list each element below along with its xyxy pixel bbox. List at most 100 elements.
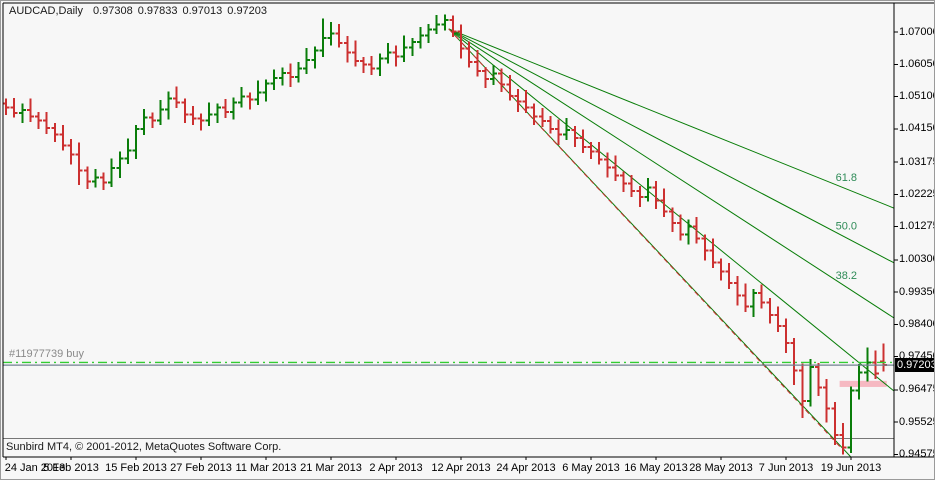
ohlc-bar: [132, 124, 140, 160]
ohlc-bar: [522, 89, 530, 113]
ohlc-bar: [660, 188, 668, 217]
ohlc-bar: [473, 50, 481, 77]
ohlc-bar: [83, 166, 91, 190]
price-tick-label: 1.02225: [899, 187, 935, 200]
date-tick-label: 21 Mar 2013: [300, 462, 362, 474]
ohlc-bar: [360, 56, 367, 74]
ohlc-bar: [425, 24, 432, 43]
ohlc-bar: [790, 338, 798, 385]
ohlc-bar: [766, 298, 774, 324]
quote-low: 0.97013: [182, 5, 223, 17]
ohlc-bar: [571, 125, 579, 147]
ohlc-bar: [286, 63, 294, 88]
date-tick-label: 7 Jun 2013: [758, 462, 814, 474]
ohlc-bar: [603, 152, 611, 178]
ohlc-bar: [173, 86, 181, 109]
ohlc-bar: [449, 15, 457, 37]
ohlc-bar: [750, 289, 757, 317]
ohlc-bar: [725, 263, 733, 290]
ohlc-bar: [278, 67, 286, 86]
ohlc-bar: [156, 100, 164, 126]
ohlc-bar: [441, 14, 449, 31]
ohlc-bar: [335, 24, 343, 48]
quote-open: 0.97308: [92, 5, 133, 17]
ohlc-bar: [611, 155, 619, 181]
ohlc-bar: [839, 423, 847, 455]
price-bars: [2, 14, 887, 455]
ohlc-bar: [10, 97, 18, 118]
date-tick-label: 24 Apr 2013: [496, 462, 556, 474]
ohlc-bar: [855, 364, 863, 400]
ohlc-bar: [831, 401, 839, 446]
ohlc-bar: [693, 216, 701, 244]
symbol-period-label: AUDCAD,Daily: [9, 5, 83, 17]
ohlc-bar: [221, 98, 229, 119]
ohlc-bar: [774, 306, 782, 333]
fan-label-61.8: 61.8: [836, 172, 857, 184]
ohlc-bar: [116, 151, 124, 179]
ohlc-bar: [457, 24, 465, 59]
price-axis[interactable]: 1.07000 1.06050 1.05100 1.04150 1.03175 1.022…: [895, 1, 935, 460]
fan-line-38.2[interactable]: [448, 28, 894, 319]
ohlc-bar: [555, 119, 562, 145]
ohlc-bar: [498, 68, 506, 93]
ohlc-bar: [35, 112, 42, 130]
fan-label-38.2: 38.2: [836, 270, 857, 282]
fan-line-61.8[interactable]: [448, 28, 894, 209]
ohlc-bar: [717, 258, 725, 281]
ohlc-bar: [628, 174, 636, 198]
ohlc-bar: [733, 276, 741, 306]
price-tick-label: 1.06050: [899, 57, 935, 70]
ohlc-bar: [433, 15, 441, 35]
ohlc-bar: [701, 234, 709, 261]
price-tick-label: 0.94575: [899, 447, 935, 460]
buy-order-label: #11977739 buy: [9, 348, 85, 360]
time-axis[interactable]: 24 Jan 2013 5 Feb 2013 15 Feb 2013 27 Feb 2…: [1, 460, 934, 479]
ohlc-bar: [205, 102, 213, 126]
ohlc-bar: [303, 47, 311, 75]
date-tick-label: 27 Feb 2013: [170, 462, 232, 474]
ohlc-bar: [262, 79, 270, 102]
price-tick-label: 1.01275: [899, 220, 935, 233]
ohlc-bar: [26, 98, 34, 122]
date-tick-label: 24 Jan 2013: [4, 462, 66, 474]
date-tick-label: 19 Jun 2013: [820, 462, 882, 474]
ohlc-bar: [319, 18, 327, 57]
ohlc-bar: [295, 61, 302, 83]
ohlc-bar: [823, 378, 831, 423]
ohlc-bar: [587, 141, 595, 160]
ohlc-bar: [595, 142, 603, 165]
ohlc-bar: [798, 363, 806, 418]
date-tick-label: 6 May 2013: [562, 462, 620, 474]
price-tick-label: 0.98400: [899, 317, 935, 330]
fan-label-50.0: 50.0: [836, 221, 857, 233]
ohlc-bar: [465, 41, 473, 68]
ohlc-bar: [530, 103, 538, 126]
date-tick-label: 11 Mar 2013: [235, 462, 297, 474]
ohlc-bar: [124, 138, 132, 164]
ohlc-bar: [18, 103, 26, 124]
ohlc-bar: [67, 138, 75, 165]
ohlc-bar: [782, 318, 790, 353]
fan-line-50.0[interactable]: [448, 28, 894, 264]
ohlc-bar: [546, 115, 554, 134]
ohlc-bar: [758, 284, 766, 309]
ohlc-bar: [75, 142, 83, 185]
date-tick-label: 12 Apr 2013: [431, 462, 491, 474]
ohlc-bar: [392, 45, 400, 67]
ohlc-bar: [806, 359, 814, 407]
quote-high: 0.97833: [137, 5, 178, 17]
ohlc-bar: [408, 38, 416, 57]
ohlc-bar: [676, 214, 684, 241]
ohlc-bar: [490, 64, 497, 86]
stop-level-band[interactable]: [839, 380, 887, 387]
ohlc-bar: [246, 92, 254, 110]
price-tick-label: 1.00300: [899, 253, 935, 266]
price-tick-label: 0.95525: [899, 415, 935, 428]
ohlc-bar: [538, 107, 546, 128]
trend-line[interactable]: [448, 28, 844, 451]
ohlc-bar: [685, 219, 692, 245]
ohlc-bar: [368, 55, 376, 75]
ohlc-bar: [351, 40, 359, 67]
